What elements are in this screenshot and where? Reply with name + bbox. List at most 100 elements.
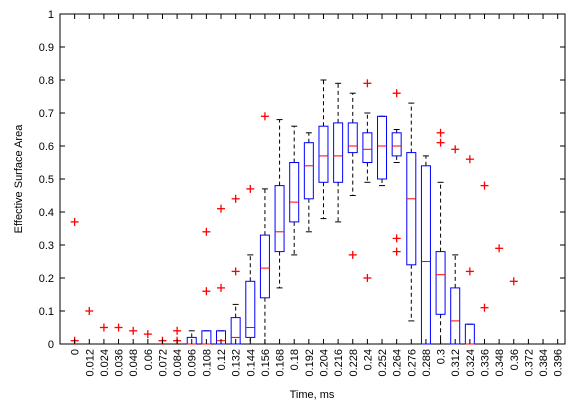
box-0.228	[347, 92, 358, 196]
box	[362, 132, 373, 164]
outlier-point	[260, 112, 269, 121]
outlier-point	[436, 138, 445, 147]
outlier-point	[363, 79, 372, 88]
x-tick-label: 0.252	[377, 349, 389, 377]
x-tick-label: 0.276	[406, 349, 418, 377]
y-tick-label: 0.5	[39, 174, 54, 186]
outlier-point	[70, 217, 79, 226]
outlier-point	[173, 326, 182, 335]
box-0.18	[289, 125, 300, 256]
box-0.276	[406, 102, 417, 322]
x-tick-label: 0.072	[157, 349, 169, 377]
x-tick-label: 0.108	[201, 349, 213, 377]
x-tick-label: 0.348	[494, 349, 506, 377]
y-tick-label: 0.8	[39, 75, 54, 87]
outlier-point	[114, 323, 123, 332]
y-tick-label: 0.4	[39, 207, 54, 219]
x-tick-label: 0.36	[509, 349, 521, 370]
box	[274, 185, 285, 253]
x-tick-label: 0.192	[304, 349, 316, 377]
x-tick-label: 0.036	[114, 349, 126, 377]
box	[318, 125, 329, 183]
box	[245, 280, 256, 338]
outlier-point	[495, 244, 504, 253]
box	[259, 234, 270, 299]
x-tick-label: 0.024	[99, 349, 111, 377]
outlier-point	[217, 283, 226, 292]
box	[435, 251, 446, 315]
x-tick-label: 0.06	[143, 349, 155, 370]
box	[406, 152, 417, 266]
box	[303, 142, 314, 200]
outlier-point	[392, 247, 401, 256]
outlier-point	[231, 194, 240, 203]
box-0.192	[303, 132, 314, 233]
outlier-point	[392, 89, 401, 98]
x-tick-label: 0.24	[362, 349, 374, 370]
x-tick-label: 0.048	[128, 349, 140, 377]
outlier-point	[480, 181, 489, 190]
x-tick-label: 0.216	[333, 349, 345, 377]
x-tick-label: 0.18	[289, 349, 301, 370]
plot-area	[59, 13, 566, 345]
y-tick-label: 0.6	[39, 141, 54, 153]
box	[289, 162, 300, 223]
outlier-point	[465, 155, 474, 164]
outlier-point	[85, 307, 94, 315]
x-tick-label: 0.084	[172, 349, 184, 377]
box-0.216	[333, 82, 344, 223]
outlier-point	[202, 287, 211, 296]
outlier-point	[348, 250, 357, 259]
box-0.264	[391, 129, 402, 163]
y-tick-label: 0.9	[39, 42, 54, 54]
x-axis-title: Time, ms	[290, 389, 335, 401]
y-tick-label: 0.7	[39, 108, 54, 120]
x-tick-label: 0	[70, 349, 82, 355]
x-tick-label: 0.312	[450, 349, 462, 377]
x-tick-label: 0.3	[436, 349, 448, 364]
outlier-point	[129, 326, 138, 335]
outlier-point	[231, 267, 240, 276]
outlier-point	[451, 145, 460, 154]
outlier-point	[246, 184, 255, 193]
outlier-point	[143, 330, 152, 339]
x-tick-label: 0.324	[465, 349, 477, 377]
y-tick-label: 1	[48, 9, 54, 21]
x-tick-label: 0.396	[553, 349, 565, 377]
y-tick-label: 0.2	[39, 273, 54, 285]
x-tick-label: 0.012	[84, 349, 96, 377]
x-tick-label: 0.12	[216, 349, 228, 370]
x-tick-label: 0.096	[187, 349, 199, 377]
outlier-point	[217, 204, 226, 213]
y-tick-label: 0	[48, 339, 54, 351]
x-tick-label: 0.156	[260, 349, 272, 377]
y-tick-label: 0.1	[39, 306, 54, 318]
outlier-point	[392, 234, 401, 243]
box	[377, 115, 388, 180]
outlier-point	[202, 227, 211, 236]
outlier-point	[480, 303, 489, 312]
x-tick-label: 0.384	[538, 349, 550, 377]
x-tick-label: 0.204	[318, 349, 330, 377]
box-0.204	[318, 79, 329, 220]
x-tick-label: 0.264	[392, 349, 404, 377]
y-tick-label: 0.3	[39, 240, 54, 252]
x-tick-label: 0.144	[245, 349, 257, 377]
box-0.24	[362, 112, 373, 183]
outlier-point	[363, 274, 372, 282]
box	[333, 122, 344, 183]
x-tick-label: 0.372	[523, 349, 535, 377]
x-tick-label: 0.288	[421, 349, 433, 377]
x-tick-label: 0.168	[275, 349, 287, 377]
x-tick-label: 0.336	[479, 349, 491, 377]
outlier-point	[99, 323, 108, 332]
box-0.168	[274, 119, 285, 289]
x-tick-label: 0.132	[231, 349, 243, 377]
box	[347, 122, 358, 154]
box-0.156	[259, 188, 270, 345]
box	[391, 132, 402, 157]
outlier-point	[465, 267, 474, 276]
outlier-point	[509, 277, 518, 286]
outlier-point	[436, 128, 445, 137]
